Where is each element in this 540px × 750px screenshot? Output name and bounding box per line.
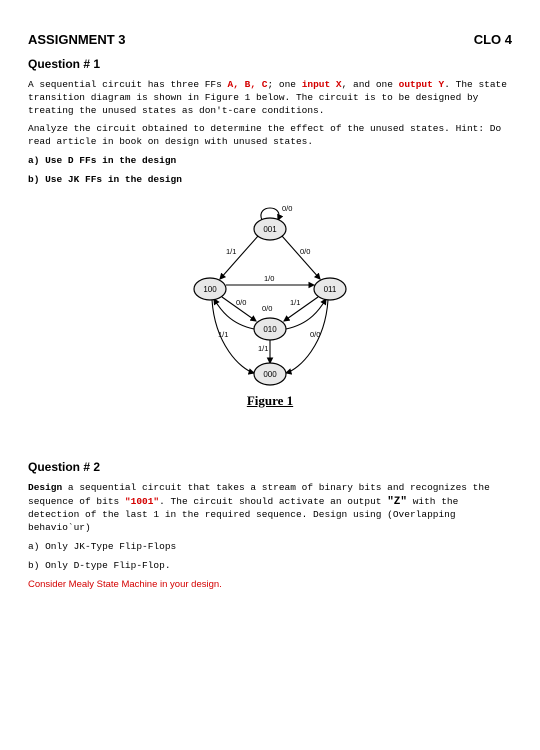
edge-label: 1/1	[258, 344, 268, 353]
edge-label: 1/1	[218, 330, 228, 339]
q2-note: Consider Mealy State Machine in your des…	[28, 579, 512, 592]
q1-ffs: A, B, C	[228, 79, 268, 90]
q2-heading: Question # 2	[28, 460, 512, 474]
q2-option-a: a) Only JK-Type Flip-Flops	[28, 541, 512, 554]
node-001: 001	[263, 225, 277, 234]
edge-label: 1/0	[264, 274, 274, 283]
q2-option-b: b) Only D-type Flip-Flop.	[28, 560, 512, 573]
q2-z: "Z"	[387, 496, 407, 508]
q1-text: A sequential circuit has three FFs	[28, 79, 228, 90]
q1-text: ; one	[267, 79, 301, 90]
q2-design: Design	[28, 482, 62, 493]
q1-para2: Analyze the circuit obtained to determin…	[28, 123, 512, 149]
assignment-title: ASSIGNMENT 3	[28, 32, 126, 47]
node-100: 100	[203, 285, 217, 294]
q1-heading: Question # 1	[28, 57, 512, 71]
figure-caption: Figure 1	[247, 393, 293, 409]
figure-1: 001 100 011 010 000 0/0 1/1 0/0 1/0 0/0 …	[28, 199, 512, 410]
q2-text: . The circuit should activate an output	[159, 496, 387, 507]
edge-label: 1/1	[290, 298, 300, 307]
node-011: 011	[324, 285, 337, 294]
q2-para1: Design a sequential circuit that takes a…	[28, 482, 512, 535]
q1-text: , and one	[342, 79, 399, 90]
q1-option-a: a) Use D FFs in the design	[28, 155, 512, 168]
q2-seq: "1001"	[125, 496, 159, 507]
state-diagram: 001 100 011 010 000 0/0 1/1 0/0 1/0 0/0 …	[170, 199, 370, 389]
node-010: 010	[263, 325, 277, 334]
edge-label: 0/0	[282, 204, 292, 213]
clo-label: CLO 4	[474, 32, 512, 47]
q1-option-b: b) Use JK FFs in the design	[28, 174, 512, 187]
edge-label: 0/0	[236, 298, 246, 307]
edge-label: 0/0	[300, 247, 310, 256]
q1-output: output Y	[399, 79, 445, 90]
edge-label: 1/1	[226, 247, 236, 256]
header-row: ASSIGNMENT 3 CLO 4	[28, 32, 512, 47]
node-000: 000	[263, 370, 277, 379]
q1-input: input X	[302, 79, 342, 90]
q1-para1: A sequential circuit has three FFs A, B,…	[28, 79, 512, 117]
edge-label: 0/0	[262, 304, 272, 313]
edge-label: 0/0	[310, 330, 320, 339]
